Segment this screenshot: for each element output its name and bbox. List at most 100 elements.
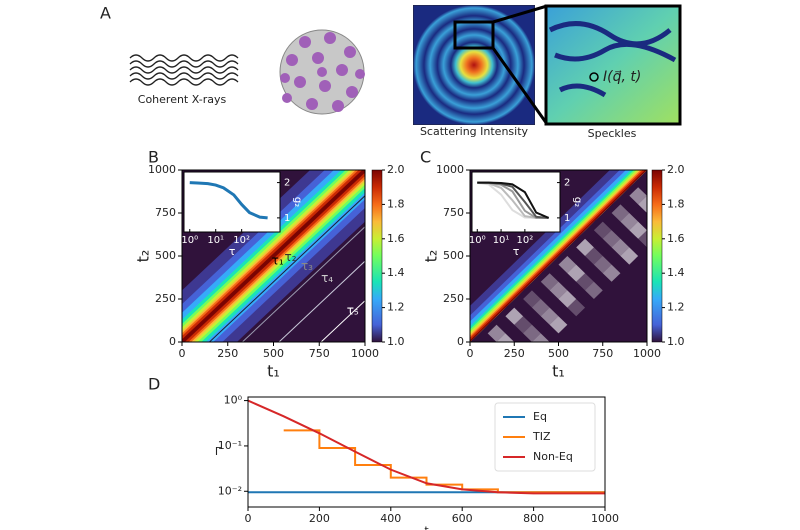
- y-tick-label: 1000: [148, 163, 176, 176]
- heatmap-band: [182, 170, 365, 342]
- y-tick-label: 500: [443, 249, 464, 262]
- x-tick-label: 250: [504, 347, 525, 360]
- inset-y-tick-label: 2: [284, 178, 290, 189]
- tiz-block: [638, 195, 647, 213]
- speckle-label: Speckles: [588, 127, 637, 140]
- x-tick-label: 800: [523, 512, 544, 525]
- lag-line: [320, 300, 365, 342]
- zoom-lines: [491, 4, 549, 125]
- tiz-block: [558, 290, 577, 308]
- speckle-streaks: [548, 21, 677, 98]
- tiz-block: [567, 299, 586, 317]
- y-tick-label: 750: [443, 206, 464, 219]
- colorbar-tick-label: 2.0: [387, 163, 405, 176]
- tiz-block: [523, 324, 541, 342]
- heatmap: [470, 170, 647, 342]
- plot-frame: [247, 396, 606, 508]
- tiz-block: [487, 324, 506, 342]
- inset-x-tick-label: 10²: [233, 235, 250, 246]
- heatmap-band: [470, 170, 647, 342]
- x-tick-label: 250: [217, 347, 238, 360]
- tiz-block: [620, 213, 639, 231]
- inset-curve: [189, 181, 268, 220]
- colorbar-tick-label: 1.8: [667, 197, 685, 210]
- legend-label: Non-Eq: [533, 450, 573, 463]
- x-tick-label: 1000: [351, 347, 379, 360]
- tiz-block: [531, 333, 550, 342]
- y-axis-label: Γ: [215, 445, 222, 458]
- tiz-block: [505, 307, 524, 325]
- tiz-block: [576, 238, 594, 256]
- colorbar: [371, 169, 383, 343]
- y-tick-label: 0: [169, 335, 176, 348]
- x-tick-label: 600: [452, 512, 473, 525]
- lag-label: τ₂: [284, 250, 296, 264]
- colorbar-tick-label: 1.0: [667, 335, 685, 348]
- x-tick-label: 1000: [633, 347, 661, 360]
- tiz-block: [602, 264, 621, 282]
- particles: [280, 32, 365, 112]
- tiz-block: [620, 247, 639, 265]
- lag-label: τ₁: [272, 254, 284, 268]
- tiz-block: [638, 230, 647, 248]
- lag-line: [242, 226, 365, 342]
- y-tick-label: 0: [457, 335, 464, 348]
- tiz-block: [629, 221, 647, 239]
- inset-x-tick-label: 10⁰: [469, 235, 486, 246]
- lag-line: [209, 195, 365, 342]
- inset-x-label: τ: [229, 245, 236, 258]
- inset-curve: [477, 181, 550, 219]
- inset-y-label: g₂: [572, 197, 583, 207]
- inset-x-tick-label: 10¹: [207, 235, 224, 246]
- tiz-block: [602, 230, 621, 248]
- intensity-label: I(q⃗, t): [603, 69, 641, 85]
- beam-label: Coherent X-rays: [138, 93, 227, 106]
- tiz-block: [549, 281, 568, 299]
- tiz-block: [540, 273, 559, 291]
- tiz-block: [496, 333, 515, 342]
- y-tick-label: 250: [155, 292, 176, 305]
- x-tick-label: 500: [548, 347, 569, 360]
- y-axis-label: t₂: [134, 250, 153, 263]
- x-tick-label: 0: [179, 347, 186, 360]
- x-tick-label: 500: [263, 347, 284, 360]
- y-axis-label: t₂: [422, 250, 441, 263]
- colorbar-tick-label: 1.8: [387, 197, 405, 210]
- lag-label: τ₅: [347, 304, 359, 318]
- inset-y-label: g₂: [292, 197, 303, 207]
- zoom-box: [453, 20, 495, 50]
- lag-label: τ₄: [321, 271, 333, 285]
- colorbar-tick-label: 1.4: [667, 266, 685, 279]
- panel-label: B: [148, 148, 159, 167]
- scatter-label: Scattering Intensity: [420, 125, 529, 138]
- y-tick-label: 750: [155, 206, 176, 219]
- tiz-block: [611, 204, 630, 222]
- inset-x-tick-label: 10¹: [493, 235, 510, 246]
- inset-x-tick-label: 10²: [516, 235, 533, 246]
- y-tick-label: 10⁻²: [218, 484, 242, 497]
- tiz-block: [523, 290, 541, 308]
- series-line: [283, 429, 605, 494]
- inset-y-tick-label: 1: [284, 213, 290, 224]
- x-axis-label: t₁: [267, 362, 280, 381]
- colorbar-tick-label: 1.6: [387, 232, 405, 245]
- tiz-block: [593, 221, 612, 239]
- y-tick-label: 1000: [436, 163, 464, 176]
- scattering-image: [413, 5, 535, 125]
- x-tick-label: 0: [467, 347, 474, 360]
- y-tick-label: 10⁰: [224, 394, 243, 407]
- tiz-block: [593, 256, 612, 274]
- colorbar-tick-label: 1.0: [387, 335, 405, 348]
- x-tick-label: 750: [309, 347, 330, 360]
- colorbar-tick-label: 1.2: [387, 301, 405, 314]
- pixel-marker: [589, 72, 599, 82]
- tiz-block: [549, 316, 568, 334]
- lag-label: τ₃: [301, 259, 313, 273]
- x-axis-label: t₁: [552, 362, 565, 381]
- x-tick-label: 0: [245, 512, 252, 525]
- colorbar: [651, 169, 663, 343]
- inset-frame: [471, 171, 561, 233]
- legend-box: [494, 402, 596, 472]
- x-tick-label: 200: [309, 512, 330, 525]
- tiz-block: [558, 256, 577, 274]
